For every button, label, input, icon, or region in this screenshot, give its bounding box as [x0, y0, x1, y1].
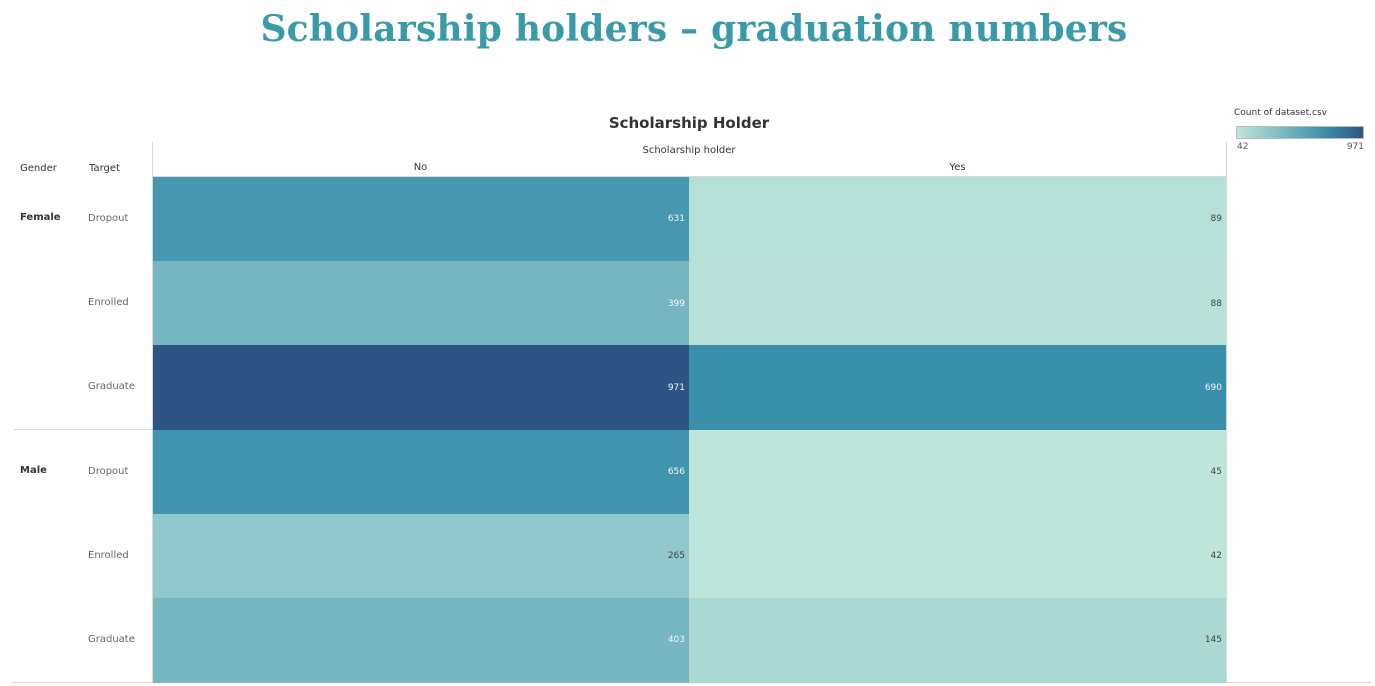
heatmap-cell[interactable]: 631 — [153, 177, 689, 262]
cell-value-label: 88 — [1210, 298, 1222, 309]
target-header: Target — [89, 163, 120, 174]
gender-label-female: Female — [20, 212, 61, 223]
cell-value-label: 656 — [667, 466, 685, 477]
cell-value-label: 265 — [667, 551, 685, 562]
heatmap-cell[interactable]: 399 — [153, 261, 689, 346]
cell-value-label: 42 — [1210, 551, 1222, 562]
gender-divider — [14, 429, 154, 430]
target-label-enrolled: Enrolled — [88, 549, 129, 561]
heatmap-cell[interactable]: 265 — [153, 513, 689, 599]
legend-min-label: 42 — [1237, 142, 1249, 152]
heatmap-cell[interactable]: 971 — [153, 345, 689, 431]
heatmap-cell[interactable]: 403 — [153, 598, 689, 683]
legend-color-scale — [1236, 126, 1364, 139]
cell-value-label: 403 — [667, 635, 685, 646]
page-title: Scholarship holders – graduation numbers — [260, 8, 1128, 50]
target-label-graduate: Graduate — [88, 634, 135, 645]
column-header-yes: Yes — [949, 162, 966, 173]
heatmap-cell[interactable]: 656 — [153, 429, 689, 515]
heatmap-cell[interactable]: 45 — [689, 429, 1226, 515]
heatmap-cell[interactable]: 145 — [689, 598, 1226, 683]
target-label-dropout: Dropout — [88, 213, 129, 224]
cell-value-label: 89 — [1210, 214, 1222, 225]
column-header-no: No — [413, 162, 428, 173]
header-divider — [152, 176, 1226, 177]
target-label-dropout: Dropout — [88, 465, 129, 477]
cell-value-label: 145 — [1204, 635, 1222, 646]
target-label-graduate: Graduate — [88, 381, 135, 393]
heatmap-cell[interactable]: 88 — [689, 261, 1226, 346]
right-axis-line — [1226, 142, 1227, 682]
gender-label-male: Male — [20, 464, 47, 476]
legend-title: Count of dataset.csv — [1234, 108, 1327, 118]
cell-value-label: 45 — [1210, 466, 1222, 477]
gender-header: Gender — [20, 163, 57, 174]
heatmap-cell[interactable]: 89 — [689, 177, 1226, 262]
legend-max-label: 971 — [1346, 142, 1364, 152]
cell-value-label: 971 — [667, 382, 685, 393]
column-field-label: Scholarship holder — [642, 145, 736, 156]
cell-value-label: 631 — [667, 214, 685, 225]
chart-title: Scholarship Holder — [608, 114, 770, 132]
target-label-enrolled: Enrolled — [88, 297, 129, 309]
cell-value-label: 690 — [1204, 382, 1222, 393]
heatmap-cell[interactable]: 42 — [689, 513, 1226, 599]
cell-value-label: 399 — [667, 298, 685, 309]
left-axis-line — [152, 142, 153, 682]
heatmap-cell[interactable]: 690 — [689, 345, 1226, 431]
